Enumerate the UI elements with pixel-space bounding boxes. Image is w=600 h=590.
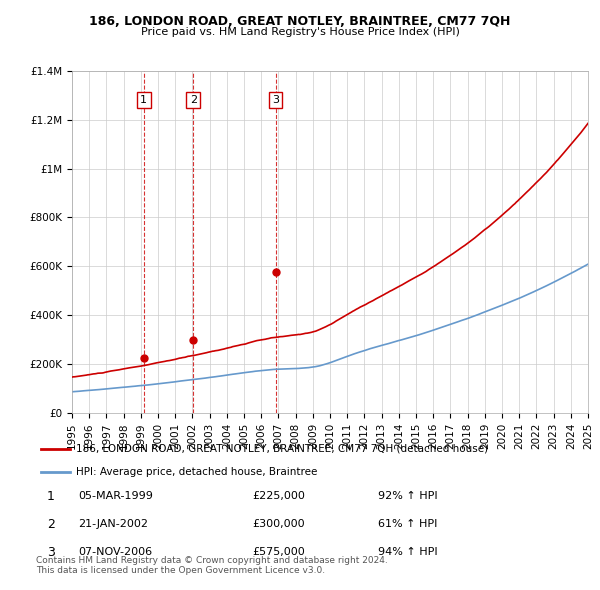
Text: HPI: Average price, detached house, Braintree: HPI: Average price, detached house, Brai…: [76, 467, 317, 477]
Text: 3: 3: [272, 95, 279, 105]
Text: 05-MAR-1999: 05-MAR-1999: [78, 491, 153, 500]
Text: 1: 1: [140, 95, 147, 105]
Text: 2: 2: [190, 95, 197, 105]
Text: £225,000: £225,000: [252, 491, 305, 500]
Text: 21-JAN-2002: 21-JAN-2002: [78, 519, 148, 529]
Text: 92% ↑ HPI: 92% ↑ HPI: [378, 491, 437, 500]
Text: This data is licensed under the Open Government Licence v3.0.: This data is licensed under the Open Gov…: [36, 566, 325, 575]
Text: £575,000: £575,000: [252, 548, 305, 557]
Text: 1: 1: [47, 490, 55, 503]
Text: £300,000: £300,000: [252, 519, 305, 529]
Text: 186, LONDON ROAD, GREAT NOTLEY, BRAINTREE, CM77 7QH (detached house): 186, LONDON ROAD, GREAT NOTLEY, BRAINTRE…: [76, 444, 488, 454]
Text: 186, LONDON ROAD, GREAT NOTLEY, BRAINTREE, CM77 7QH: 186, LONDON ROAD, GREAT NOTLEY, BRAINTRE…: [89, 15, 511, 28]
Text: Contains HM Land Registry data © Crown copyright and database right 2024.: Contains HM Land Registry data © Crown c…: [36, 556, 388, 565]
Text: 94% ↑ HPI: 94% ↑ HPI: [378, 548, 437, 557]
Text: 3: 3: [47, 546, 55, 559]
Text: 07-NOV-2006: 07-NOV-2006: [78, 548, 152, 557]
Text: Price paid vs. HM Land Registry's House Price Index (HPI): Price paid vs. HM Land Registry's House …: [140, 27, 460, 37]
Text: 2: 2: [47, 518, 55, 531]
Text: 61% ↑ HPI: 61% ↑ HPI: [378, 519, 437, 529]
